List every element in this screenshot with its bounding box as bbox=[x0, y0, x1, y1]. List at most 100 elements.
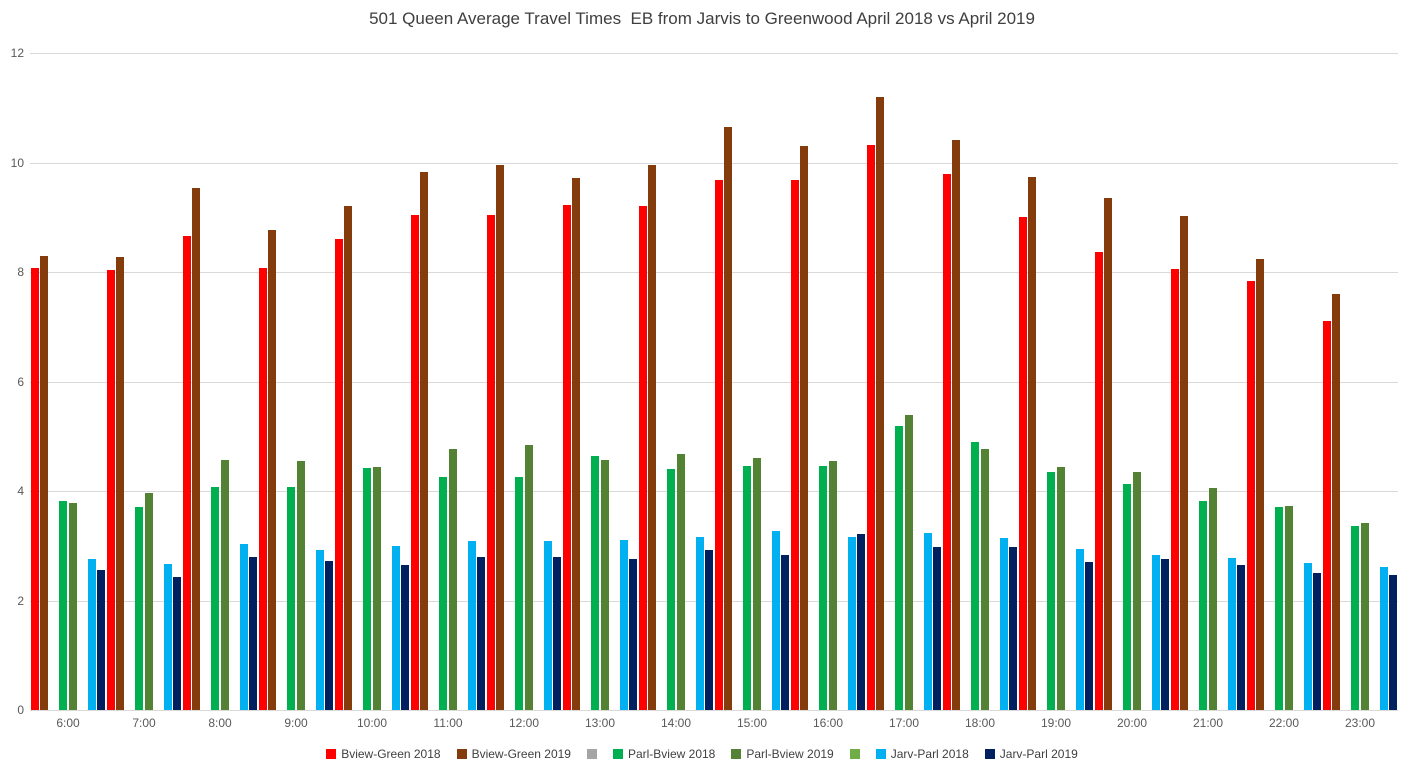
bar bbox=[543, 540, 552, 710]
bar-group bbox=[638, 53, 714, 710]
bar bbox=[372, 466, 381, 710]
bar bbox=[315, 549, 324, 710]
bar bbox=[828, 461, 837, 710]
gridline bbox=[30, 600, 1398, 602]
y-tick-label: 2 bbox=[17, 593, 24, 608]
bar bbox=[1313, 572, 1322, 710]
bar bbox=[287, 486, 296, 710]
legend-item: Parl-Bview 2018 bbox=[612, 747, 715, 761]
bar bbox=[268, 229, 277, 710]
bar bbox=[705, 550, 714, 710]
bar bbox=[1322, 321, 1331, 710]
legend-swatch-icon bbox=[849, 749, 860, 759]
bar bbox=[515, 476, 524, 710]
legend-label: Bview-Green 2018 bbox=[341, 747, 441, 761]
bar bbox=[220, 459, 229, 710]
x-tick-label: 17:00 bbox=[888, 716, 920, 730]
legend-item: Parl-Bview 2019 bbox=[731, 747, 834, 761]
legend-label: Jarv-Parl 2018 bbox=[890, 747, 969, 761]
y-tick-label: 10 bbox=[10, 155, 24, 170]
bar-group bbox=[106, 53, 182, 710]
y-tick-label: 8 bbox=[17, 265, 24, 279]
bar bbox=[1208, 488, 1217, 710]
y-axis: 0 2 4 6 8 10 12 bbox=[0, 46, 26, 717]
bar-group bbox=[30, 53, 106, 710]
y-tick-label: 6 bbox=[17, 374, 24, 389]
bar bbox=[1056, 467, 1065, 710]
bar-group bbox=[790, 53, 866, 710]
bar bbox=[600, 460, 609, 710]
bar bbox=[1332, 293, 1341, 710]
x-tick-label: 21:00 bbox=[1192, 716, 1224, 730]
bar bbox=[486, 214, 495, 710]
bar bbox=[211, 487, 220, 710]
bar bbox=[876, 96, 885, 710]
x-tick-label: 19:00 bbox=[1040, 716, 1072, 730]
bar bbox=[695, 537, 704, 710]
bar bbox=[771, 530, 780, 710]
bar-group bbox=[334, 53, 410, 710]
x-tick-label: 13:00 bbox=[584, 716, 616, 730]
bar bbox=[1180, 215, 1189, 710]
bar bbox=[192, 187, 201, 710]
x-axis: 6:00 7:00 8:00 9:00 10:00 11:00 12:00 13:00 14:0… bbox=[30, 716, 1398, 734]
bar bbox=[781, 554, 790, 710]
bar bbox=[439, 476, 448, 710]
bar bbox=[904, 415, 913, 710]
chart-title: 501 Queen Average Travel Times EB from J… bbox=[369, 9, 1035, 28]
bar bbox=[714, 180, 723, 710]
bar-group bbox=[1322, 53, 1398, 710]
legend-swatch-icon bbox=[326, 749, 337, 759]
bar bbox=[591, 455, 600, 710]
bar bbox=[163, 563, 172, 710]
bar bbox=[116, 257, 125, 710]
legend-swatch-icon bbox=[731, 749, 742, 759]
legend-swatch-icon bbox=[984, 749, 995, 759]
bar bbox=[952, 140, 961, 710]
x-tick-label: 15:00 bbox=[736, 716, 768, 730]
bar bbox=[40, 256, 49, 710]
bar bbox=[790, 180, 799, 710]
bar bbox=[895, 426, 904, 710]
bar bbox=[1123, 484, 1132, 710]
bar bbox=[999, 538, 1008, 710]
bar bbox=[249, 556, 258, 710]
legend-item: Jarv-Parl 2018 bbox=[875, 747, 969, 761]
bar bbox=[173, 576, 182, 710]
bar bbox=[524, 445, 533, 710]
bar bbox=[752, 458, 761, 710]
x-tick-label: 18:00 bbox=[964, 716, 996, 730]
bar bbox=[1199, 501, 1208, 710]
bar bbox=[401, 564, 410, 710]
bar bbox=[135, 507, 144, 710]
bar bbox=[800, 146, 809, 710]
legend-swatch-icon bbox=[586, 749, 597, 759]
x-tick-label: 8:00 bbox=[208, 716, 232, 730]
x-tick-label: 7:00 bbox=[132, 716, 156, 730]
bar bbox=[87, 559, 96, 710]
legend-swatch-icon bbox=[612, 749, 623, 759]
x-tick-label: 12:00 bbox=[508, 716, 540, 730]
gridline bbox=[30, 162, 1398, 164]
bar-group bbox=[1018, 53, 1094, 710]
legend-label: Parl-Bview 2019 bbox=[746, 747, 834, 761]
y-tick-label: 0 bbox=[17, 703, 24, 717]
bar bbox=[1075, 548, 1084, 710]
bar bbox=[980, 449, 989, 710]
y-tick-label: 12 bbox=[10, 46, 24, 60]
bar bbox=[59, 500, 68, 710]
bar bbox=[1009, 546, 1018, 710]
x-tick-label: 22:00 bbox=[1268, 716, 1300, 730]
bar bbox=[410, 215, 419, 710]
bar bbox=[477, 556, 486, 710]
bar bbox=[448, 448, 457, 710]
bar bbox=[391, 545, 400, 710]
bar bbox=[1085, 562, 1094, 710]
bar bbox=[724, 126, 733, 710]
x-tick-label: 23:00 bbox=[1344, 716, 1376, 730]
x-tick-label: 9:00 bbox=[284, 716, 308, 730]
bar bbox=[923, 532, 932, 710]
bar bbox=[553, 556, 562, 710]
bar bbox=[942, 174, 951, 710]
bar bbox=[1132, 472, 1141, 710]
